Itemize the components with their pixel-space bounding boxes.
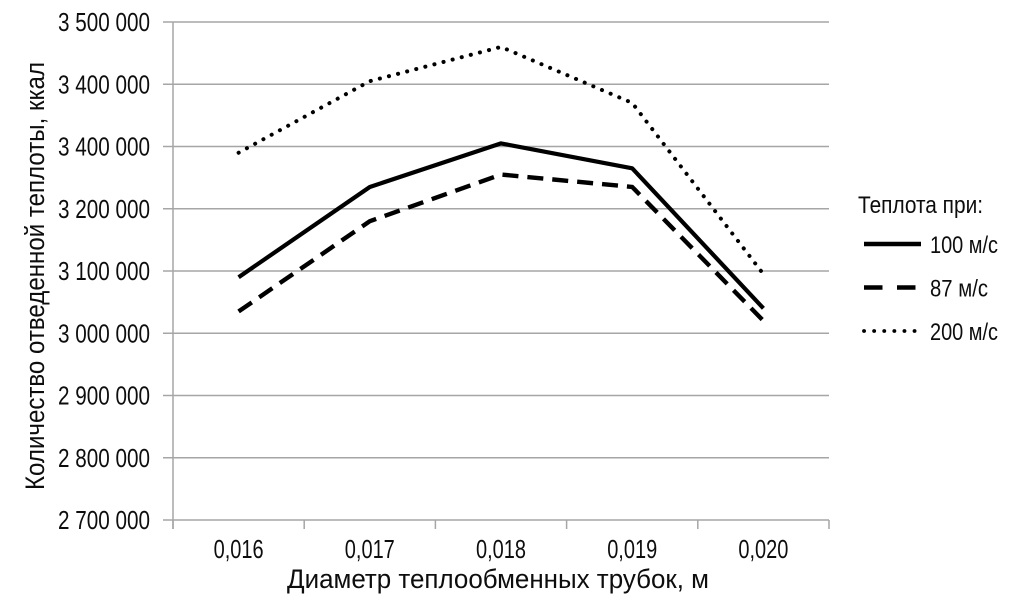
series-line-1 [237, 172, 765, 323]
x-tick-label: 0,019 [607, 534, 657, 564]
x-tick-label: 0,017 [345, 534, 395, 564]
y-tick-label: 3 000 000 [58, 318, 150, 348]
series-line-0 [237, 141, 765, 310]
series-line-2 [236, 44, 766, 277]
x-tick-label: 0,018 [476, 534, 526, 564]
legend-label: 100 м/с [930, 232, 998, 259]
y-axis-tick-labels: 3 500 000 3 400 000 3 400 000 3 200 000 3 10… [58, 7, 150, 535]
y-tick-label: 2 800 000 [58, 443, 150, 473]
y-tick-label: 2 700 000 [58, 505, 150, 535]
y-axis-title: Количество отведенной теплоты, ккал [20, 62, 50, 490]
legend-label: 200 м/с [930, 319, 998, 346]
x-axis-tick-labels: 0,016 0,017 0,018 0,019 0,020 [214, 534, 789, 564]
x-tick-label: 0,020 [738, 534, 788, 564]
y-tick-label: 3 400 000 [58, 69, 150, 99]
y-tick-label: 3 100 000 [58, 256, 150, 286]
series-layer [236, 44, 766, 323]
grid-layer [163, 21, 830, 529]
y-tick-label: 3 400 000 [58, 132, 150, 162]
y-tick-label: 3 200 000 [58, 194, 150, 224]
legend-title: Теплота при: [858, 192, 983, 219]
y-tick-label: 3 500 000 [58, 7, 150, 37]
legend: 100 м/с 87 м/с 200 м/с [862, 232, 998, 346]
x-tick-label: 0,016 [214, 534, 264, 564]
x-axis-title: Диаметр теплообменных трубок, м [287, 564, 709, 594]
legend-label: 87 м/с [930, 276, 988, 303]
y-tick-label: 2 900 000 [58, 381, 150, 411]
